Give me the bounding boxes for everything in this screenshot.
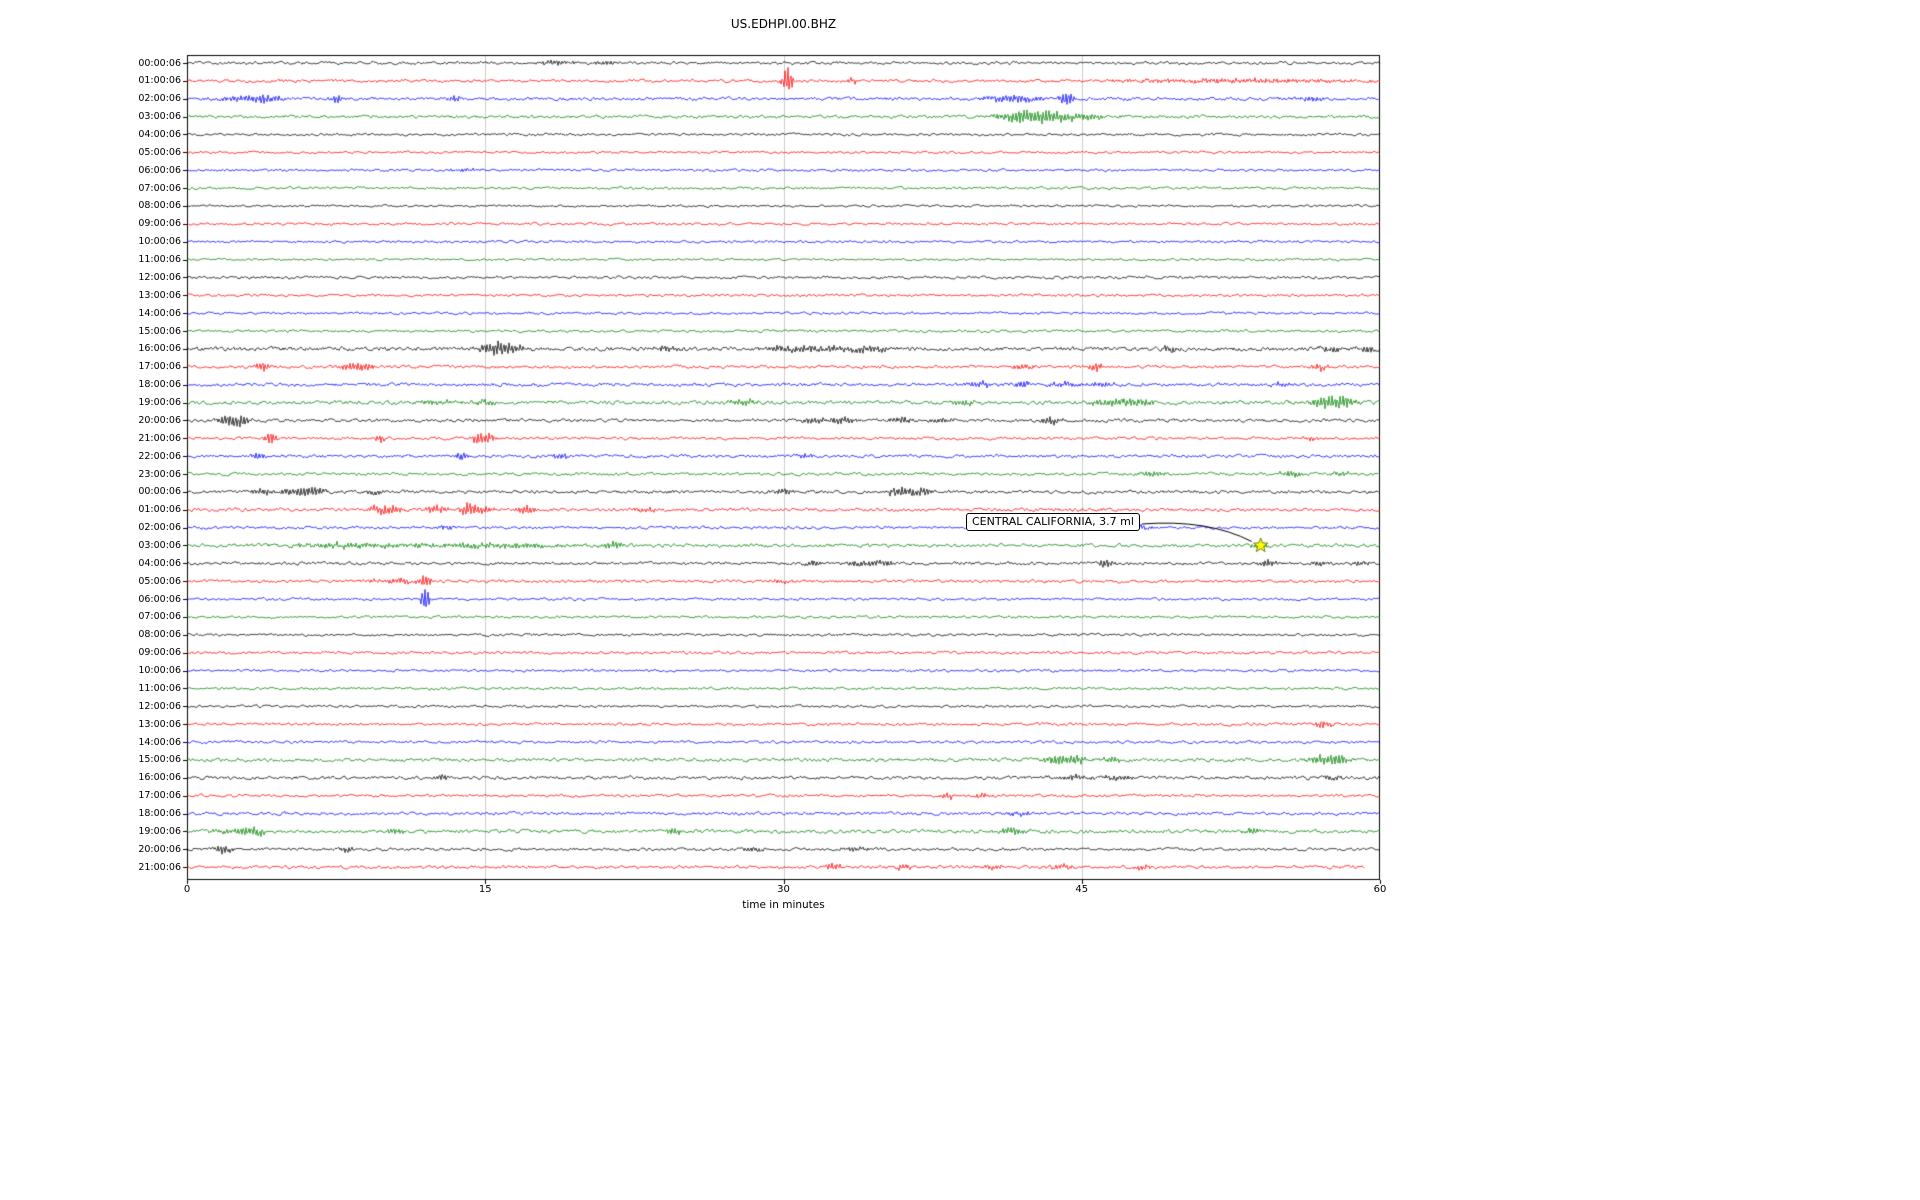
row-label: 10:00:06 [138,665,181,677]
row-label: 17:00:06 [138,790,181,802]
row-label: 13:00:06 [138,718,181,730]
row-label: 00:00:06 [138,57,181,69]
row-label: 08:00:06 [138,629,181,641]
annotation-text: CENTRAL CALIFORNIA, 3.7 ml [972,515,1134,528]
row-label: 00:00:06 [138,486,181,498]
row-label: 21:00:06 [138,861,181,873]
row-label: 02:00:06 [138,93,181,105]
row-label: 02:00:06 [138,522,181,534]
row-label: 23:00:06 [138,468,181,480]
row-label: 01:00:06 [138,504,181,516]
row-label: 20:00:06 [138,843,181,855]
row-label: 03:00:06 [138,539,181,551]
x-tick-label: 45 [1075,884,1089,895]
row-label: 17:00:06 [138,361,181,373]
event-annotation: CENTRAL CALIFORNIA, 3.7 ml [966,513,1140,531]
row-label: 04:00:06 [138,128,181,140]
page-title: US.EDHPI.00.BHZ [730,17,837,31]
row-label: 10:00:06 [138,236,181,248]
row-label: 07:00:06 [138,611,181,623]
row-label: 06:00:06 [138,164,181,176]
x-tick-label: 30 [777,884,790,895]
row-label: 05:00:06 [138,575,181,587]
row-label: 11:00:06 [138,254,181,266]
row-label: 04:00:06 [138,557,181,569]
row-label: 14:00:06 [138,307,181,319]
row-label: 20:00:06 [138,414,181,426]
row-label: 18:00:06 [138,808,181,820]
row-label: 09:00:06 [138,647,181,659]
row-label: 12:00:06 [138,700,181,712]
row-label: 03:00:06 [138,111,181,123]
row-label: 22:00:06 [138,450,181,462]
row-label: 09:00:06 [138,218,181,230]
row-label: 16:00:06 [138,343,181,355]
row-label: 05:00:06 [138,146,181,158]
row-label: 21:00:06 [138,432,181,444]
row-label: 19:00:06 [138,397,181,409]
row-label: 18:00:06 [138,379,181,391]
row-label: 16:00:06 [138,772,181,784]
row-label: 08:00:06 [138,200,181,212]
row-label: 15:00:06 [138,325,181,337]
row-label: 07:00:06 [138,182,181,194]
row-label: 06:00:06 [138,593,181,605]
x-tick-label: 0 [183,884,191,895]
row-label: 12:00:06 [138,271,181,283]
x-tick-label: 60 [1373,884,1387,895]
x-axis-label: time in minutes [742,899,825,911]
row-label: 14:00:06 [138,736,181,748]
row-label: 15:00:06 [138,754,181,766]
row-label: 13:00:06 [138,289,181,301]
row-label: 19:00:06 [138,825,181,837]
x-tick-label: 15 [478,884,492,895]
row-label: 11:00:06 [138,682,181,694]
row-label: 01:00:06 [138,75,181,87]
